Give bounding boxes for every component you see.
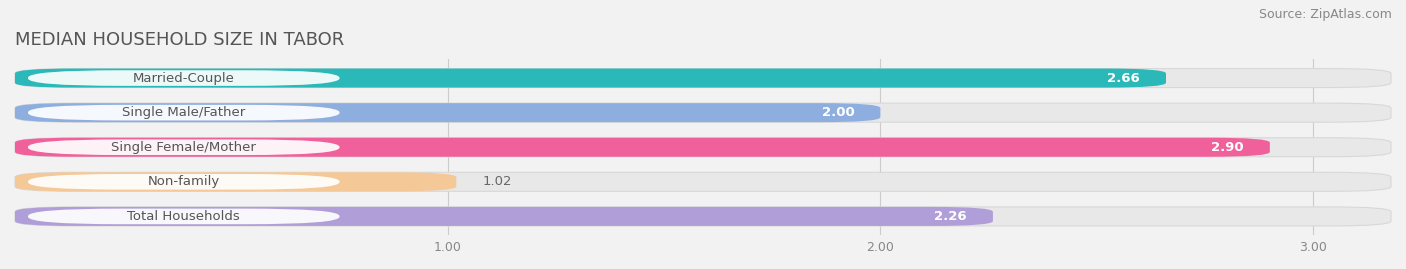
FancyBboxPatch shape	[28, 209, 339, 224]
Text: 2.26: 2.26	[935, 210, 967, 223]
FancyBboxPatch shape	[15, 172, 457, 191]
FancyBboxPatch shape	[15, 207, 993, 226]
FancyBboxPatch shape	[28, 105, 339, 121]
FancyBboxPatch shape	[15, 138, 1270, 157]
Text: 1.02: 1.02	[482, 175, 512, 188]
Text: 2.90: 2.90	[1211, 141, 1244, 154]
Text: Single Male/Father: Single Male/Father	[122, 106, 246, 119]
Text: 2.00: 2.00	[821, 106, 855, 119]
FancyBboxPatch shape	[15, 103, 1391, 122]
FancyBboxPatch shape	[15, 103, 880, 122]
Text: Total Households: Total Households	[128, 210, 240, 223]
FancyBboxPatch shape	[28, 139, 339, 155]
FancyBboxPatch shape	[28, 174, 339, 190]
Text: Married-Couple: Married-Couple	[132, 72, 235, 84]
FancyBboxPatch shape	[15, 69, 1391, 88]
FancyBboxPatch shape	[28, 70, 339, 86]
Text: 2.66: 2.66	[1108, 72, 1140, 84]
FancyBboxPatch shape	[15, 69, 1166, 88]
Text: Source: ZipAtlas.com: Source: ZipAtlas.com	[1258, 8, 1392, 21]
Text: Single Female/Mother: Single Female/Mother	[111, 141, 256, 154]
Text: Non-family: Non-family	[148, 175, 219, 188]
FancyBboxPatch shape	[15, 207, 1391, 226]
Text: MEDIAN HOUSEHOLD SIZE IN TABOR: MEDIAN HOUSEHOLD SIZE IN TABOR	[15, 31, 344, 49]
FancyBboxPatch shape	[15, 138, 1391, 157]
FancyBboxPatch shape	[15, 172, 1391, 191]
